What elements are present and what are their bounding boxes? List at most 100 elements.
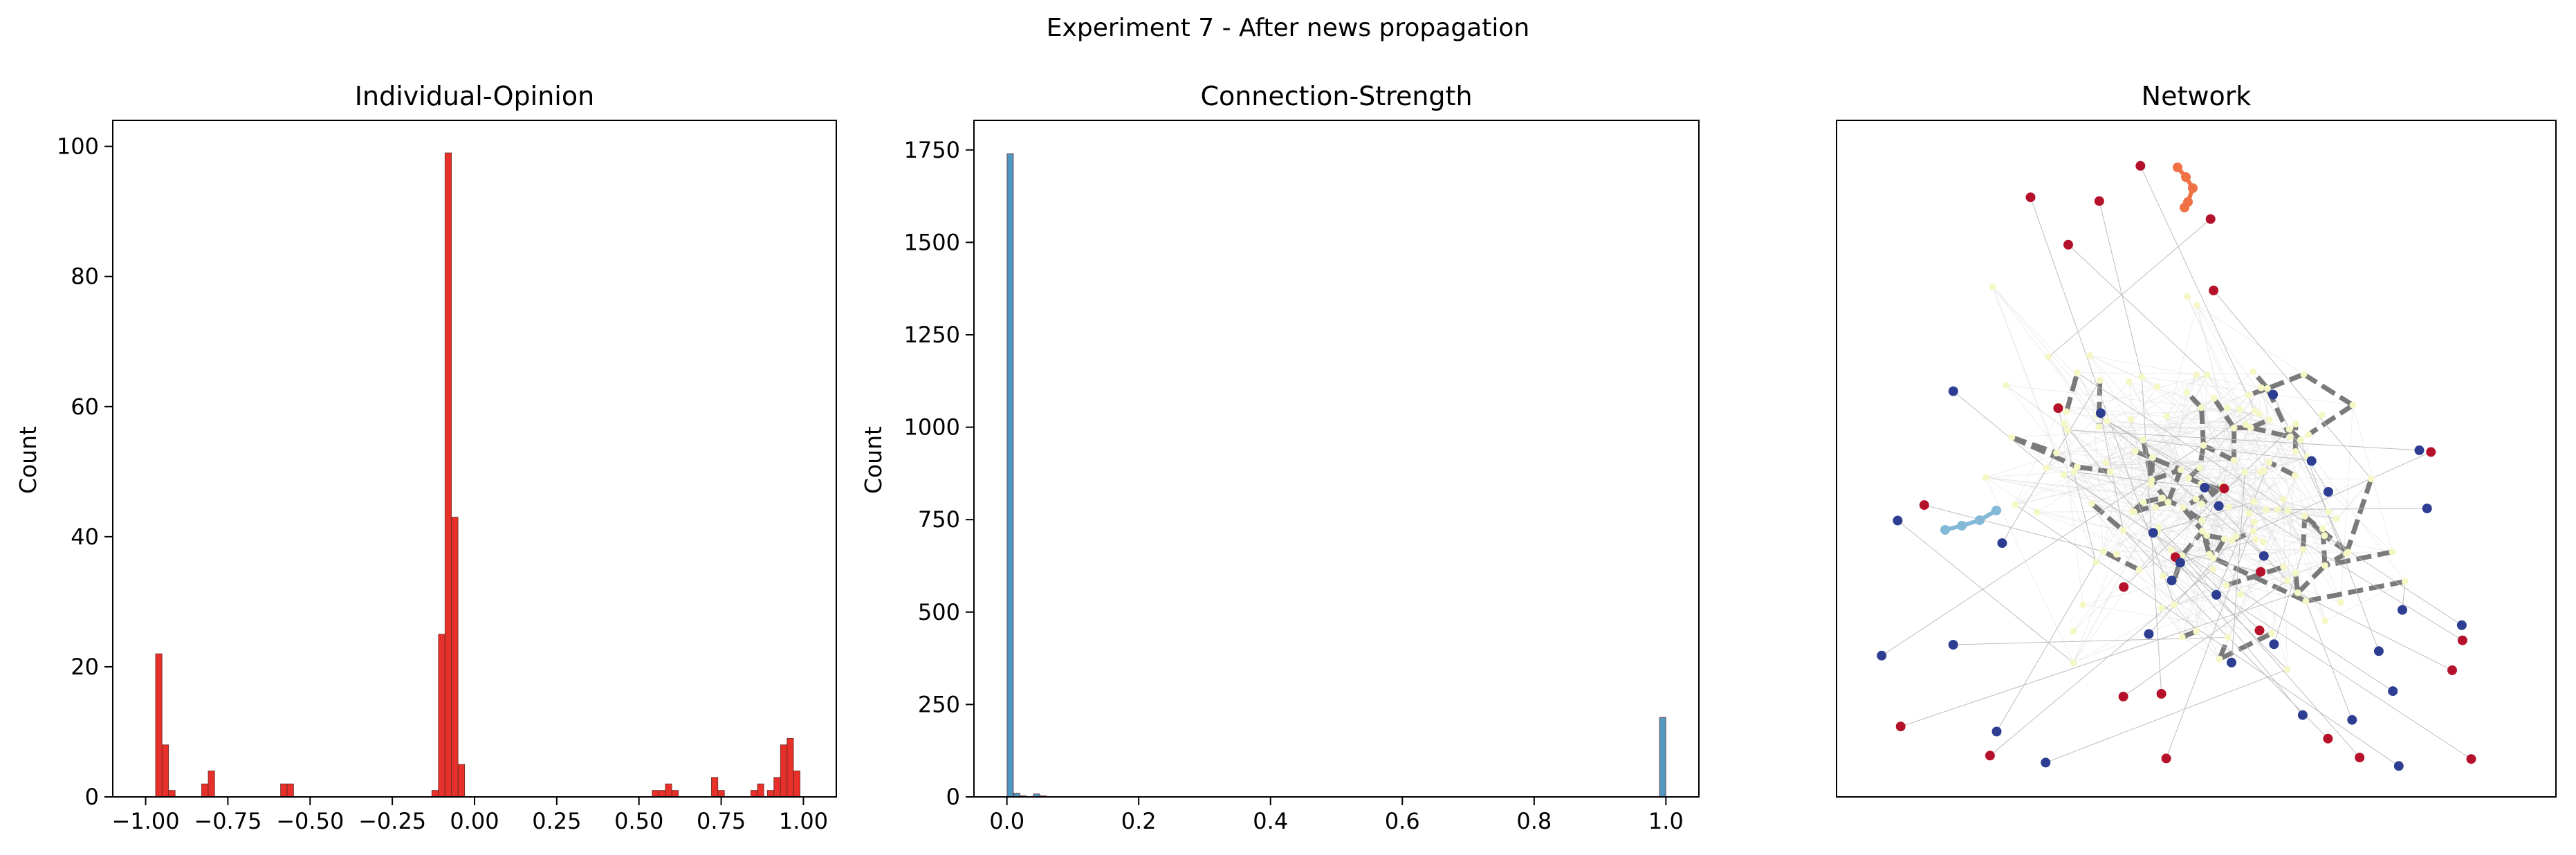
- network-strong-edge: [2303, 514, 2326, 537]
- network-node-lightblue: [1940, 525, 1950, 535]
- network-edge: [2340, 405, 2353, 603]
- network-edge: [2073, 518, 2337, 663]
- network-edge: [2207, 374, 2284, 500]
- strength-histogram-panel: Connection-Strength Count 0.0 0.2 0.4 0.6 0.…: [860, 81, 1700, 834]
- network-node: [2301, 513, 2308, 520]
- network-edge: [2063, 410, 2255, 475]
- network-strong-edge: [2090, 502, 2125, 533]
- network-node: [2158, 605, 2166, 612]
- network-node: [2088, 500, 2095, 507]
- network-edge: [2014, 381, 2130, 505]
- network-node: [2193, 302, 2200, 309]
- network-node: [2103, 417, 2110, 425]
- network-node: [2070, 468, 2078, 476]
- network-edge: [2048, 356, 2099, 428]
- network-node-negative: [1877, 650, 1887, 661]
- network-node: [2230, 457, 2238, 464]
- network-node: [2220, 535, 2228, 542]
- network-edge: [2066, 374, 2207, 412]
- network-node: [2199, 527, 2206, 535]
- strength-y-tick-label: 1250: [904, 322, 960, 348]
- network-edge: [2074, 471, 2163, 499]
- network-node: [2092, 558, 2099, 566]
- network-chart-title: Network: [2142, 81, 2252, 111]
- network-node-positive: [1985, 751, 1995, 761]
- network-edge: [2207, 374, 2393, 553]
- network-edge: [2213, 490, 2223, 558]
- network-edge: [2162, 457, 2308, 499]
- strength-y-tick-label: 250: [918, 691, 960, 717]
- network-edge: [1992, 286, 2232, 541]
- opinion-bar: [780, 744, 787, 798]
- network-node: [2070, 627, 2077, 635]
- network-edge: [2099, 426, 2234, 429]
- strength-y-tick-label: 1750: [904, 137, 960, 163]
- network-node: [2285, 425, 2293, 433]
- network-edge: [2037, 511, 2284, 568]
- network-node-negative: [2323, 487, 2333, 497]
- network-edge: [2012, 436, 2110, 472]
- strength-bar: [1006, 153, 1014, 798]
- network-node: [2060, 471, 2068, 479]
- strength-chart-title: Connection-Strength: [1200, 81, 1472, 111]
- network-strong-edge: [2180, 529, 2205, 558]
- network-node-positive: [2118, 692, 2128, 701]
- strength-y-tick-label: 750: [918, 506, 960, 533]
- opinion-y-tick-label: 0: [85, 784, 99, 810]
- network-edge: [2182, 506, 2229, 638]
- opinion-bar: [757, 783, 764, 798]
- network-edge: [2063, 423, 2303, 715]
- network-node: [2337, 598, 2344, 606]
- strength-x-tick-label: 0.2: [1121, 808, 1157, 834]
- network-strong-edge: [2267, 460, 2297, 478]
- network-node: [2225, 503, 2232, 511]
- network-node-positive: [2094, 196, 2104, 206]
- network-node: [2274, 506, 2281, 513]
- opinion-bar: [451, 517, 459, 798]
- opinion-bar: [168, 790, 176, 798]
- network-node: [2250, 528, 2257, 535]
- network-node: [2063, 426, 2071, 434]
- network-edge: [2157, 386, 2329, 513]
- network-edge: [2259, 472, 2303, 550]
- network-edge: [2149, 536, 2237, 634]
- network-node: [2318, 412, 2326, 419]
- network-node: [2106, 468, 2114, 475]
- network-edge: [2102, 419, 2132, 552]
- opinion-bar: [431, 790, 439, 798]
- network-edge: [1881, 410, 2255, 656]
- network-node: [2198, 517, 2206, 524]
- network-edge: [2001, 380, 2101, 544]
- network-edge: [2271, 567, 2284, 634]
- network-node-negative: [1893, 515, 1903, 526]
- strength-y-tick-label: 500: [918, 599, 960, 625]
- network-node: [2183, 388, 2190, 396]
- network-node-negative: [2211, 589, 2222, 600]
- network-edge: [2196, 305, 2304, 375]
- network-edge: [2259, 471, 2288, 511]
- network-node: [2228, 537, 2236, 544]
- network-node: [2292, 448, 2299, 455]
- network-node-negative: [1948, 386, 1958, 396]
- network-edge: [2110, 398, 2215, 472]
- network-node-negative: [1991, 726, 2002, 737]
- network-edge: [2173, 549, 2303, 605]
- network-edge: [2123, 530, 2288, 670]
- strength-x-tick-label: 0.4: [1253, 808, 1288, 834]
- network-node: [2250, 368, 2257, 376]
- network-strong-edge: [2181, 505, 2204, 523]
- network-node: [2210, 394, 2218, 402]
- network-edge: [2012, 424, 2246, 438]
- network-node: [2349, 401, 2357, 409]
- network-node-negative: [2306, 456, 2317, 466]
- network-node: [2198, 500, 2206, 508]
- network-node: [2160, 572, 2167, 580]
- opinion-axes-frame: [112, 120, 837, 798]
- network-edge: [2283, 499, 2288, 670]
- network-node-positive: [2426, 447, 2436, 457]
- network-edge: [2006, 385, 2203, 532]
- network-edge: [2162, 538, 2225, 577]
- network-edge: [2300, 439, 2406, 582]
- network-node: [2300, 371, 2308, 378]
- network-edge: [2073, 410, 2255, 663]
